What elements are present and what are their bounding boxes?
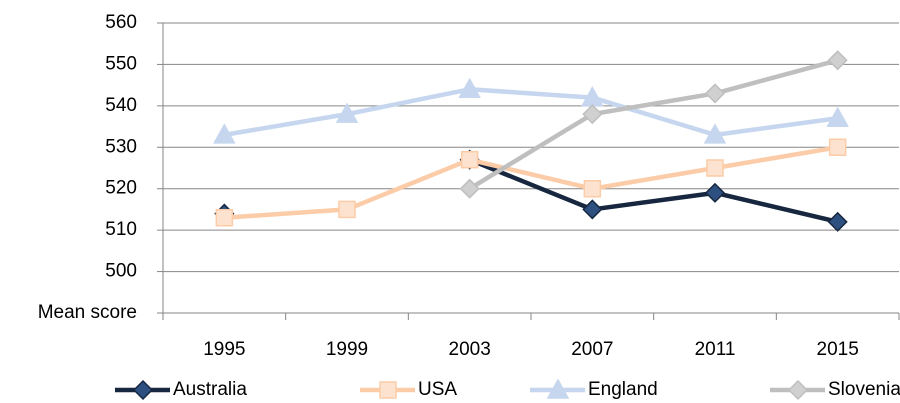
data-point — [215, 208, 234, 227]
legend-marker — [546, 378, 570, 399]
series-line — [223, 87, 838, 138]
y-tick-label: 500 — [105, 261, 137, 282]
x-tick-label: 1999 — [326, 339, 368, 360]
y-tick-label: 530 — [105, 136, 137, 157]
data-point — [582, 199, 603, 220]
data-point — [706, 159, 724, 177]
x-tick-label: 1995 — [203, 339, 245, 360]
legend-label: USA — [418, 379, 457, 400]
data-point — [827, 50, 848, 71]
y-tick-label: 510 — [105, 219, 137, 240]
data-point — [583, 179, 602, 198]
data-point — [704, 182, 726, 203]
x-tick-label: 2011 — [695, 339, 736, 360]
legend-marker — [132, 379, 154, 401]
x-tick-label: 2003 — [449, 339, 491, 360]
y-tick-label: 560 — [105, 12, 137, 33]
series-line — [224, 145, 839, 220]
legend-label: England — [588, 379, 658, 400]
data-point — [335, 102, 359, 123]
data-point — [827, 211, 848, 232]
series-line — [468, 58, 839, 191]
legend-marker — [787, 379, 809, 401]
data-point — [338, 200, 356, 219]
data-point — [828, 138, 847, 157]
legend-label: Slovenia — [828, 379, 900, 400]
legend-label: Australia — [173, 379, 247, 400]
series-line — [468, 157, 839, 225]
y-tick-label: 520 — [105, 178, 137, 199]
data-point — [213, 123, 236, 144]
data-point — [458, 77, 481, 99]
y-tick-label: 540 — [105, 95, 137, 116]
legend-marker — [379, 381, 397, 399]
data-point — [703, 123, 727, 144]
data-point — [582, 104, 603, 125]
y-tick-label: 550 — [105, 53, 137, 74]
x-tick-label: 2015 — [817, 339, 859, 360]
x-tick-label: 2007 — [571, 339, 613, 360]
y-tick-label: Mean score — [38, 302, 137, 323]
data-point — [459, 178, 480, 199]
data-point — [704, 83, 726, 104]
data-point — [826, 106, 849, 128]
data-point — [460, 150, 479, 169]
